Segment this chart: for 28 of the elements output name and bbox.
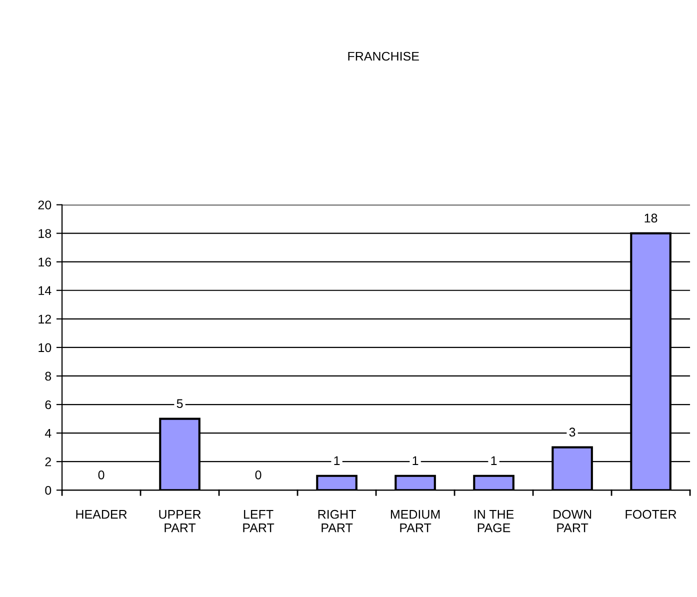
data-label: 18 xyxy=(644,214,658,223)
x-tick-label: DOWN PART xyxy=(554,510,592,532)
x-tick-label: RIGHT PART xyxy=(318,510,356,532)
x-tick-label: HEADER xyxy=(76,510,127,519)
y-tick-label: 16 xyxy=(38,258,52,266)
x-tick-label: MEDIUM PART xyxy=(390,510,440,532)
y-tick-label: 6 xyxy=(45,400,52,410)
data-label: 0 xyxy=(98,470,104,480)
x-tick-label: UPPER PART xyxy=(159,510,201,532)
data-label: 3 xyxy=(569,428,576,437)
x-tick-label: FOOTER xyxy=(626,510,676,519)
x-tick-label: IN THE PAGE xyxy=(474,510,514,532)
y-tick-label: 2 xyxy=(45,457,51,466)
y-tick-label: 12 xyxy=(38,314,51,324)
data-label: 5 xyxy=(176,399,183,408)
y-tick-label: 8 xyxy=(45,372,52,381)
data-label: 0 xyxy=(255,470,262,480)
chart-title: FRANCHISE xyxy=(348,52,419,61)
data-label: 1 xyxy=(334,456,340,465)
x-tick-label: LEFT PART xyxy=(243,510,274,532)
data-label: 1 xyxy=(491,456,497,465)
y-tick-label: 0 xyxy=(45,486,52,495)
y-tick-label: 10 xyxy=(38,343,52,352)
y-tick-label: 20 xyxy=(38,200,52,210)
y-tick-label: 14 xyxy=(38,286,52,295)
y-tick-label: 4 xyxy=(44,428,52,438)
y-tick-label: 18 xyxy=(38,229,52,238)
data-label: 1 xyxy=(412,456,418,465)
